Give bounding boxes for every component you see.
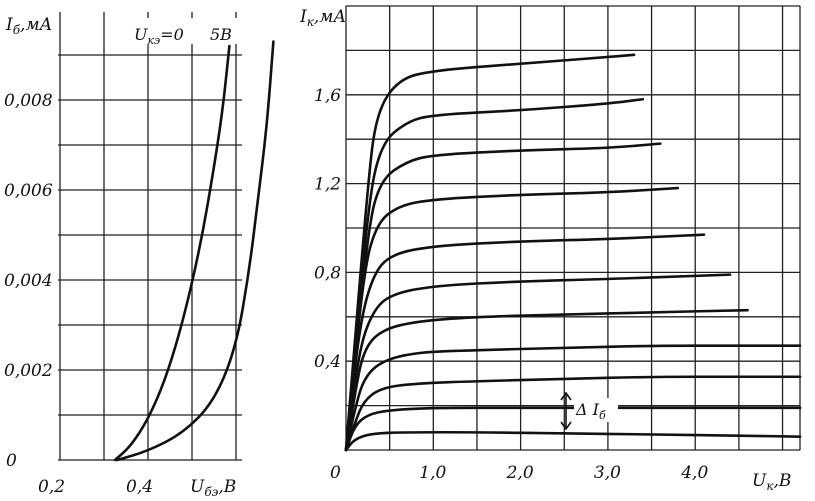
right-y-tick-label: 0,8 — [314, 263, 341, 283]
left-y-tick-label: 0,002 — [4, 361, 53, 381]
left-y-tick-label: 0,006 — [4, 181, 53, 201]
right-series-line-3 — [344, 344, 802, 452]
right-series-line-5 — [344, 273, 732, 452]
left-y-tick-label: 0,004 — [4, 271, 53, 291]
right-y-tick-label: 1,2 — [314, 175, 341, 195]
series-label-uke-0: Uкэ=0 — [134, 25, 184, 47]
right-x-tick-label: 0 — [330, 463, 341, 483]
right-series-line-6 — [344, 233, 706, 452]
right-y-tick-label: 1,6 — [314, 86, 341, 106]
right-x-tick-label: 3,0 — [594, 463, 621, 483]
right-x-tick-label: 2,0 — [506, 463, 534, 483]
right-x-tick-label: 1,0 — [419, 463, 446, 483]
right-grid — [345, 5, 801, 451]
left-x-tick-label: 0,2 — [38, 477, 65, 497]
left-tick-labels: 0 0,002 0,004 0,006 0,008 0,2 0,4 — [4, 91, 153, 497]
right-x-axis-title: Uк,В — [752, 471, 791, 493]
left-y-tick-label: 0,008 — [4, 91, 53, 111]
delta-ib-label: Δ Iб — [575, 400, 606, 422]
collector-characteristics-chart: 0,4 0,8 1,2 1,6 0 1,0 2,0 3,0 4,0 Iк,мА Uк,В Δ I… — [299, 5, 802, 493]
right-series-line-4 — [344, 308, 749, 452]
right-series-line-0 — [344, 430, 802, 452]
delta-ib-marker: Δ Iб — [560, 391, 618, 431]
right-series-line-10 — [344, 53, 636, 452]
left-curves — [113, 40, 275, 462]
left-grid — [58, 12, 242, 461]
left-series-line-1 — [115, 40, 275, 462]
right-y-tick-label: 0,4 — [314, 352, 341, 372]
right-curves — [344, 53, 802, 452]
left-series-line-0 — [113, 44, 231, 462]
right-tick-labels: 0,4 0,8 1,2 1,6 0 1,0 2,0 3,0 4,0 — [314, 86, 708, 483]
left-x-tick-label: 0,4 — [126, 477, 153, 497]
left-x-axis-title: Uбэ,В — [190, 477, 236, 499]
left-y-tick-label: 0 — [6, 451, 17, 471]
series-label-5v: 5В — [210, 25, 232, 44]
right-y-axis-title: Iк,мА — [299, 7, 346, 29]
right-x-tick-label: 4,0 — [680, 463, 708, 483]
right-series-line-2 — [344, 375, 802, 452]
left-y-axis-title: Iб,мА — [5, 15, 52, 37]
legend-label-background — [130, 18, 242, 44]
right-series-line-1 — [344, 406, 802, 452]
